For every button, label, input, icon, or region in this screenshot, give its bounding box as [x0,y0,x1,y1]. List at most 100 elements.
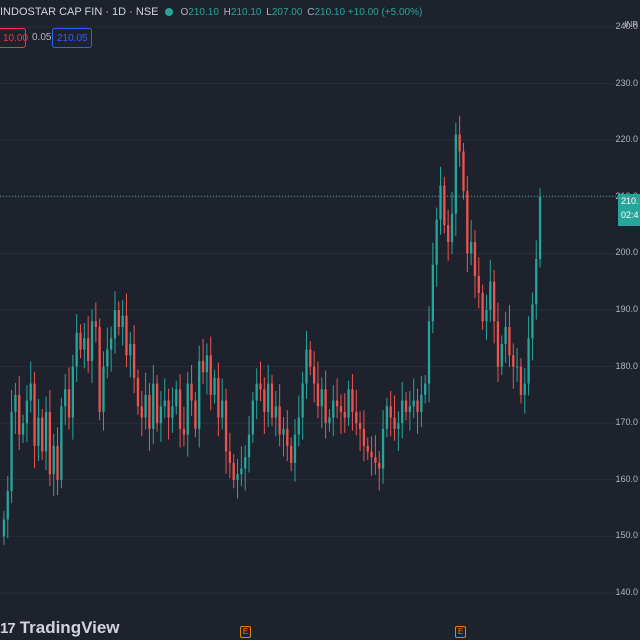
buy-button[interactable]: 210.05 [52,28,92,48]
symbol-title[interactable]: INDOSTAR CAP FIN · 1D · NSE [0,6,159,18]
candle [282,416,285,457]
candle-body [110,338,113,350]
candle-body [481,293,484,322]
candle-body [473,242,477,277]
y-tick-label: 200.0 [615,247,638,258]
candle-body [397,423,400,429]
candle [255,368,258,420]
candle-body [301,383,304,418]
candle-body [282,428,285,435]
candle-body [29,383,32,401]
y-tick-label: 240.0 [615,20,638,31]
candle-body [152,383,155,429]
candle [102,351,105,431]
candle [473,230,477,299]
candle-body [56,445,59,480]
candle [485,294,488,340]
candle-body [2,519,6,537]
candle [224,388,228,474]
candle [328,409,331,432]
candle [33,371,36,468]
candle [404,392,408,421]
candle [259,361,262,402]
candle [64,373,67,425]
candle [439,166,442,235]
candle [531,292,534,361]
change-value: +10.00 (+5.00%) [347,6,423,18]
tradingview-logo[interactable]: 17 TradingView [0,618,120,638]
currency-label[interactable]: INR [624,20,638,29]
candle-body [121,315,124,327]
candle [316,361,320,419]
y-tick-label: 170.0 [615,417,638,428]
candle-body [412,400,415,407]
candle-body [10,411,13,492]
last-price-badge: 210. 02:4 [618,194,640,226]
candle-body [270,383,274,418]
candle [194,392,197,438]
candle [56,427,59,496]
y-tick-label: 150.0 [615,530,638,541]
candle [167,388,170,440]
candle [343,393,346,433]
candle [18,376,21,450]
candle [182,406,186,447]
candle-body [535,259,538,305]
candle [148,383,151,451]
candle-body [44,411,48,452]
candle-body [155,383,159,424]
candle-body [37,417,40,446]
candle-body [60,406,63,480]
candle [370,436,373,476]
candle-body [90,321,94,361]
candle [462,143,465,200]
candle-body [538,196,542,260]
candle-body [267,383,270,412]
candle [270,375,274,427]
candle-body [209,355,212,395]
candle-body [186,383,189,435]
candle [247,415,251,473]
candle [228,432,232,479]
candle [297,395,300,447]
candle-body [447,225,450,243]
candle-body [477,276,480,294]
candle-body [159,406,163,424]
candle [492,269,496,344]
candle-body [224,400,228,452]
candle-body [519,366,523,395]
close-value: 210.10 [314,6,346,18]
candle-body [358,423,362,429]
y-tick-label: 180.0 [615,360,638,371]
candle [79,324,82,359]
candle-body [67,389,71,418]
candle-body [163,400,166,407]
tradingview-logo-text: TradingView [19,618,120,637]
candle-body [140,406,143,418]
candle-body [378,462,381,469]
candle-body [366,445,369,452]
candle [324,370,327,439]
candle [213,369,216,404]
candle [41,409,44,460]
candle [397,411,400,451]
candle-body [259,383,262,390]
candle [293,419,297,482]
candle-body [178,389,182,429]
earnings-event-icon[interactable]: E [240,626,251,638]
candle-body [424,383,427,395]
candle-body [33,383,36,446]
candle [481,284,484,330]
candle-body [485,310,488,322]
sell-button[interactable]: 10.00 [0,28,28,48]
candle [412,378,415,419]
candle [240,446,243,487]
candle [274,390,277,437]
candle [144,372,147,430]
candle-body [79,332,82,350]
candle [290,437,293,472]
candle-body [443,185,446,226]
candle [205,343,209,395]
earnings-event-icon[interactable]: E [455,626,466,638]
